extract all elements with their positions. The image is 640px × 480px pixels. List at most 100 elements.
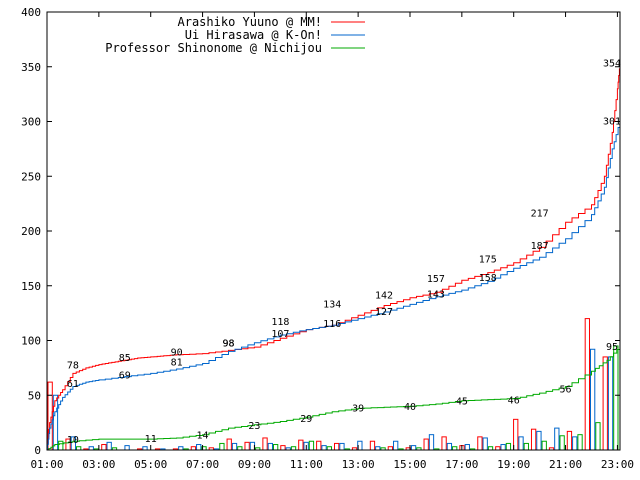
data-label: 158 [479, 273, 497, 284]
data-label: 39 [352, 403, 364, 414]
hourly-bar [505, 442, 512, 451]
hourly-bar [577, 434, 583, 451]
hourly-bar [589, 348, 596, 451]
data-label: 10 [67, 435, 79, 446]
data-label: 116 [323, 319, 341, 330]
hourly-bar [530, 428, 537, 451]
hourly-bar [500, 444, 506, 451]
legend-label: Arashiko Yuuno @ MM! [178, 15, 323, 29]
hourly-bar [280, 445, 286, 451]
hourly-bar [607, 356, 614, 451]
hourly-bar [602, 356, 608, 451]
x-tick-label: 05:00 [134, 458, 167, 471]
hourly-bar [554, 427, 560, 451]
hourly-bar [595, 422, 601, 451]
data-label: 187 [531, 241, 549, 252]
data-label: 14 [197, 431, 209, 442]
x-tick-label: 17:00 [445, 458, 478, 471]
hourly-bar [464, 444, 470, 451]
data-label: 301 [603, 116, 621, 127]
hourly-bar [124, 445, 130, 451]
legend-label: Ui Hirasawa @ K-On! [185, 28, 322, 42]
x-tick-label: 07:00 [186, 458, 219, 471]
hourly-bar [52, 394, 59, 451]
hourly-bar [513, 418, 519, 451]
hourly-bar [393, 440, 399, 451]
hourly-bar [262, 437, 268, 451]
hourly-bar [339, 442, 345, 451]
data-label: 118 [271, 317, 289, 328]
hourly-bar [369, 440, 376, 451]
data-label: 217 [531, 208, 549, 219]
data-label: 157 [427, 274, 445, 285]
hourly-bar [446, 442, 453, 451]
data-label: 107 [271, 329, 289, 340]
hourly-bar [428, 434, 435, 451]
data-label: 134 [323, 299, 341, 310]
hourly-bar [267, 442, 273, 451]
data-label: 56 [560, 385, 572, 396]
series-line-2 [47, 120, 621, 451]
y-tick-label: 100 [21, 335, 41, 348]
hourly-bars-layer [47, 318, 619, 451]
data-label: 40 [404, 402, 416, 413]
hourly-bar [219, 442, 225, 451]
hourly-bar [321, 445, 327, 451]
y-tick-label: 50 [28, 389, 41, 402]
series-line-1 [47, 62, 621, 451]
hourly-bar [536, 430, 542, 451]
data-label: 98 [222, 339, 234, 350]
legend: Arashiko Yuuno @ MM!Ui Hirasawa @ K-On!P… [105, 15, 365, 55]
hourly-bar [410, 445, 417, 451]
y-tick-label: 150 [21, 280, 41, 293]
hourly-bar [482, 437, 488, 451]
hourly-bar [559, 435, 565, 451]
y-tick-label: 300 [21, 116, 41, 129]
data-label: 61 [67, 379, 79, 390]
x-tick-label: 23:00 [601, 458, 634, 471]
series-line-3 [47, 346, 621, 451]
hourly-bar [101, 444, 107, 451]
data-label: 23 [248, 421, 260, 432]
data-label: 143 [427, 289, 445, 300]
data-label: 81 [171, 357, 183, 368]
hourly-bar [106, 441, 112, 451]
data-label: 90 [171, 347, 183, 358]
x-tick-label: 19:00 [497, 458, 530, 471]
y-axis: 0 50 100 150 200 250 300 350 400 [21, 6, 620, 457]
y-tick-label: 400 [21, 6, 41, 19]
y-tick-label: 200 [21, 225, 41, 238]
hourly-bar [316, 440, 322, 451]
data-label: 46 [508, 396, 520, 407]
hourly-bar [523, 442, 529, 451]
hourly-bar [441, 436, 447, 451]
x-tick-label: 09:00 [238, 458, 271, 471]
hourly-bar [272, 444, 279, 451]
hourly-bar [298, 439, 304, 451]
hourly-bar [572, 436, 578, 451]
hourly-bar [423, 438, 429, 451]
x-tick-label: 13:00 [342, 458, 375, 471]
data-label: 175 [479, 254, 497, 265]
hourly-bar [584, 318, 590, 451]
hourly-bar [477, 436, 483, 451]
hourly-bar [196, 444, 202, 451]
hourly-bar [613, 345, 619, 451]
data-label: 29 [300, 414, 312, 425]
hourly-bar [566, 430, 573, 451]
legend-label: Professor Shinonome @ Nichijou [105, 41, 322, 55]
data-label: 127 [375, 307, 393, 318]
hourly-bar [231, 442, 238, 451]
y-tick-label: 350 [21, 61, 41, 74]
hourly-bar [244, 441, 250, 451]
data-label: 98 [222, 339, 234, 350]
hourly-bar [334, 442, 340, 451]
x-tick-label: 15:00 [393, 458, 426, 471]
y-tick-label: 0 [34, 444, 41, 457]
x-tick-label: 03:00 [82, 458, 115, 471]
hourly-bar [518, 436, 524, 451]
x-tick-label: 01:00 [30, 458, 63, 471]
hourly-bar [58, 440, 64, 451]
